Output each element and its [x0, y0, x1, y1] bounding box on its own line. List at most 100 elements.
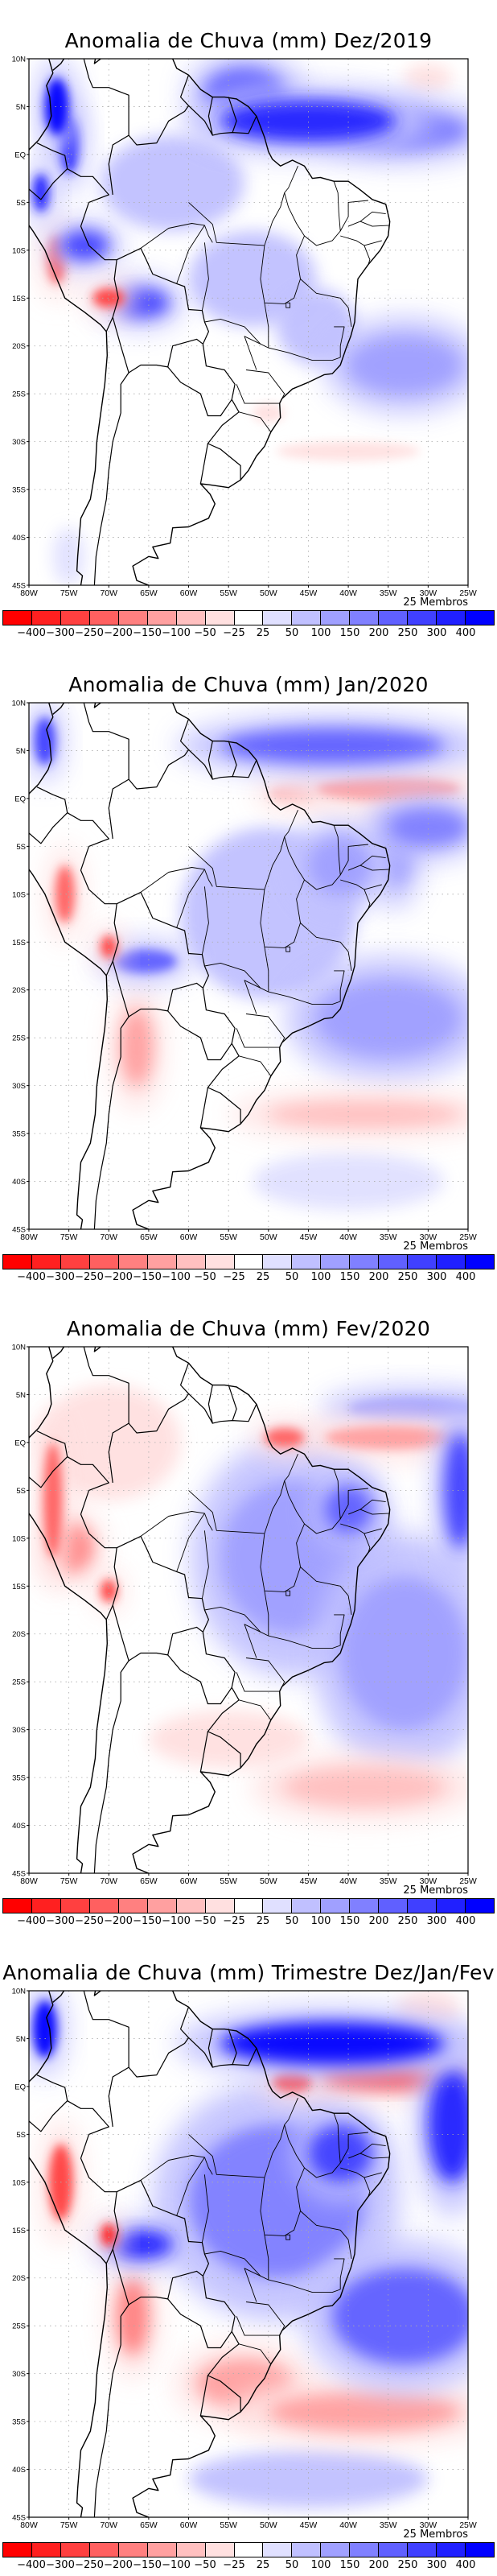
coastline-west [29, 703, 108, 1229]
colorbar-label: −25 [223, 1915, 245, 1927]
country-border [228, 1385, 237, 1421]
country-border [112, 891, 209, 1018]
anomaly-field [29, 59, 468, 585]
colorbar-label: 400 [455, 1271, 476, 1283]
colorbar-swatch [350, 1255, 380, 1269]
colorbar-labels: −400 −300 −250 −200 −150 −100 −50 −25 25 50 100 150… [2, 1915, 495, 1928]
colorbar-label: 25 [256, 627, 270, 639]
colorbar-swatch [379, 2543, 409, 2557]
ensemble-members-label: 25 Membros [403, 2529, 468, 2541]
colorbar [2, 1254, 495, 1269]
anomaly-feature [117, 2277, 149, 2355]
state-border [264, 836, 285, 890]
colorbar-label: −100 [162, 2559, 191, 2571]
colorbar-swatch [31, 2543, 61, 2557]
lon-tick-label: 25W [459, 1876, 477, 1886]
country-border [207, 97, 213, 136]
colorbar-label: −400 [17, 2559, 46, 2571]
anomaly-feature [32, 2000, 57, 2058]
lon-tick-label: 50W [260, 2520, 277, 2530]
lat-tick-label: 5N [16, 747, 26, 756]
state-border [188, 2134, 265, 2178]
colorbar-swatch [60, 1255, 90, 1269]
anomaly-feature [316, 980, 461, 1057]
state-border [359, 211, 386, 222]
anomaly-feature [284, 1768, 445, 1806]
colorbar-swatch [176, 1899, 206, 1913]
colorbar-swatch [205, 1255, 235, 1269]
state-border [284, 2098, 305, 2211]
lon-tick-label: 65W [140, 2520, 158, 2530]
lon-tick-label: 40W [339, 1876, 357, 1886]
country-border [67, 812, 119, 976]
map-panel-fev-2020: Anomalia de Chuva (mm) Fev/2020 10N 5N EQ 5… [0, 1288, 497, 1932]
state-border [347, 2153, 390, 2159]
lon-tick-label: 80W [20, 2520, 38, 2530]
lon-tick-label: 45W [300, 2520, 318, 2530]
country-border [228, 97, 237, 133]
lon-tick-label: 65W [140, 1232, 158, 1242]
gridlines [29, 59, 468, 585]
country-border [112, 1535, 209, 1662]
colorbar-label: 200 [368, 627, 389, 639]
colorbar-swatch [408, 2543, 437, 2557]
country-border [128, 1362, 190, 1434]
coastline-caribbean [52, 703, 173, 715]
map-frame [28, 1990, 469, 2518]
panel-title: Anomalia de Chuva (mm) Fev/2020 [66, 1317, 431, 1340]
colorbar-label: −150 [133, 627, 162, 639]
lon-tick-label: 80W [20, 1876, 38, 1886]
state-border [244, 980, 261, 1014]
colorbar-label: 300 [426, 1915, 447, 1927]
colorbar-labels: −400 −300 −250 −200 −150 −100 −50 −25 25 50 100 150… [2, 2559, 495, 2572]
state-border [176, 2157, 205, 2216]
country-border [167, 2276, 236, 2349]
lon-tick-label: 30W [420, 1232, 437, 1242]
colorbar-swatch [379, 1899, 409, 1913]
country-border [199, 443, 208, 485]
colorbar-swatch [466, 611, 494, 625]
colorbar-label: 250 [397, 627, 418, 639]
colorbar-label: −200 [104, 1915, 133, 1927]
lon-tick-label: 60W [180, 1232, 198, 1242]
lat-tick-label: 20S [12, 2274, 26, 2283]
colorbar-swatch [437, 611, 466, 625]
lat-tick-label: 35S [12, 1130, 26, 1139]
map-outlines [29, 703, 391, 1229]
colorbar-label: −150 [133, 2559, 162, 2571]
state-border [236, 1672, 280, 1692]
colorbar-label: 300 [426, 627, 447, 639]
colorbar-label: −250 [75, 627, 104, 639]
country-border [83, 59, 129, 195]
colorbar-label: 25 [256, 1271, 270, 1283]
colorbar-label: −25 [223, 627, 245, 639]
colorbar-swatch [408, 1255, 437, 1269]
lon-tick-label: 55W [220, 588, 237, 598]
panel-title: Anomalia de Chuva (mm) Dez/2019 [64, 29, 433, 52]
state-border [340, 1523, 382, 1534]
colorbar-label: 50 [285, 1915, 299, 1927]
colorbar-swatch [466, 1255, 494, 1269]
lat-tick-label: EQ [14, 151, 26, 159]
state-border [264, 192, 285, 246]
state-border [260, 1533, 301, 1592]
colorbar-swatch [147, 1899, 177, 1913]
state-border [176, 1513, 205, 1572]
lon-tick-label: 70W [100, 1232, 117, 1242]
lon-tick-label: 55W [220, 1876, 237, 1886]
coastline-caribbean [52, 1347, 173, 1359]
colorbar-label: −250 [75, 1271, 104, 1283]
lon-tick-label: 35W [380, 1876, 397, 1886]
colorbar-label: −200 [104, 2559, 133, 2571]
lat-tick-label: 5S [16, 2131, 26, 2140]
country-border [199, 1731, 208, 1773]
lat-tick-label: 5S [16, 843, 26, 852]
coastline-east [132, 1347, 391, 1873]
state-border [334, 2258, 345, 2289]
lat-tick-label: 10N [12, 1988, 27, 1996]
country-border [67, 2100, 119, 2264]
lon-tick-label: 80W [20, 1232, 38, 1242]
lon-tick-label: 70W [100, 2520, 117, 2530]
